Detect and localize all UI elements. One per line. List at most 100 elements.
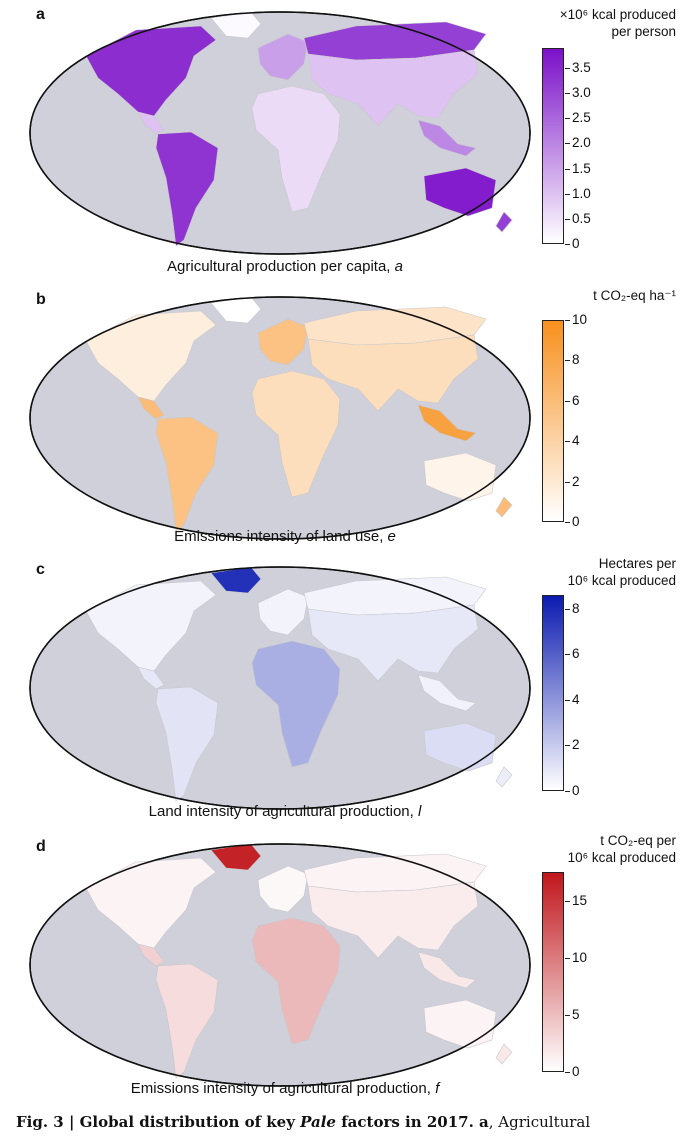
figure-caption-italic: Pale (300, 1113, 336, 1131)
colorbar-title-line: per person (611, 24, 676, 39)
colorbar-tick (565, 1014, 570, 1016)
colorbar-tick-label: 3.0 (572, 85, 591, 101)
europe-region (257, 865, 309, 913)
world-map (26, 8, 534, 258)
colorbar-tick (565, 441, 570, 443)
colorbar-tick (565, 957, 570, 959)
panel-b: b Emissions intensity of land use, e t C… (0, 285, 689, 550)
panel-a: a Agricultural production per capita, a … (0, 0, 689, 280)
colorbar-tick (565, 68, 570, 70)
colorbar-tick-label: 1.5 (572, 160, 591, 176)
caption-variable: e (387, 528, 396, 545)
australia-region (423, 167, 497, 217)
figure-caption-label-end: factors in 2017. a (335, 1113, 489, 1131)
south-america-region (155, 686, 219, 802)
colorbar-tick-label: 4 (572, 691, 580, 707)
north-america-region (85, 310, 217, 402)
map-outline (29, 566, 531, 810)
europe-region (257, 588, 309, 636)
colorbar-tick-label: 0 (572, 514, 580, 529)
panel-d: d Emissions intensity of agricultural pr… (0, 832, 689, 1107)
colorbar-tick-label: 2.0 (572, 135, 591, 151)
australia-region (423, 452, 497, 502)
colorbar-tick (565, 93, 570, 95)
colorbar-title: ×10⁶ kcal produced per person (486, 6, 676, 40)
colorbar-tick-label: 2 (572, 473, 580, 489)
south-america-region (155, 416, 219, 532)
southeast-asia-region (417, 404, 477, 442)
colorbar-title: t CO₂-eq per 10⁶ kcal produced (486, 832, 676, 866)
new-zealand-region (495, 1043, 513, 1065)
africa-region (251, 85, 341, 213)
colorbar-tick (565, 699, 570, 701)
colorbar-tick-label: 1.0 (572, 185, 591, 201)
colorbar-tick-label: 6 (572, 392, 580, 408)
central-america-region (137, 396, 165, 420)
figure-caption-label: Fig. 3 | Global distribution of key (16, 1113, 301, 1131)
colorbar-tick-label: 4 (572, 433, 580, 449)
colorbar-tick-label: 15 (572, 892, 588, 908)
map-caption: Land intensity of agricultural productio… (60, 803, 510, 820)
colorbar-tick-label: 0 (572, 236, 580, 251)
colorbar-tick-label: 10 (572, 312, 588, 327)
europe-region (257, 318, 309, 366)
colorbar-tick-label: 8 (572, 600, 580, 616)
world-map (26, 563, 534, 813)
panel-letter: c (36, 561, 45, 578)
colorbar-title: t CO₂-eq ha⁻¹ (486, 287, 676, 304)
figure-caption-text: , Agricultural (488, 1113, 591, 1131)
africa-region (251, 370, 341, 498)
colorbar (542, 48, 564, 244)
colorbar-title-line: Hectares per (598, 556, 676, 571)
map-caption: Emissions intensity of land use, e (60, 528, 510, 545)
panel-letter: d (36, 838, 46, 855)
southeast-asia-region (417, 951, 477, 989)
new-zealand-region (495, 766, 513, 788)
colorbar-tick (565, 481, 570, 483)
map-outline (29, 843, 531, 1087)
colorbar-tick (565, 791, 570, 792)
map-caption: Agricultural production per capita, a (60, 258, 510, 275)
map-outline (29, 296, 531, 540)
map-caption: Emissions intensity of agricultural prod… (60, 1080, 510, 1097)
figure-caption: Fig. 3 | Global distribution of key Pale… (16, 1113, 590, 1131)
colorbar-tick (565, 118, 570, 120)
colorbar-tick (565, 400, 570, 402)
panel-letter: b (36, 291, 46, 308)
central-america-region (137, 943, 165, 967)
colorbar-title-line: t CO₂-eq ha⁻¹ (593, 288, 676, 303)
colorbar-tick (565, 654, 570, 656)
central-america-region (137, 111, 165, 135)
colorbar (542, 595, 564, 791)
choropleth-map (29, 11, 531, 255)
world-map (26, 293, 534, 543)
south-america-region (155, 963, 219, 1079)
colorbar-title-line: 10⁶ kcal produced (567, 850, 676, 865)
asia-region (307, 49, 479, 127)
central-america-region (137, 666, 165, 690)
europe-region (257, 33, 309, 81)
choropleth-map (29, 843, 531, 1087)
new-zealand-region (495, 496, 513, 518)
colorbar-tick-label: 10 (572, 949, 588, 965)
colorbar-tick (565, 360, 570, 362)
australia-region (423, 722, 497, 772)
colorbar-tick (565, 522, 570, 523)
colorbar-tick (565, 900, 570, 902)
colorbar-title-line: ×10⁶ kcal produced (559, 7, 676, 22)
colorbar-tick-label: 0 (572, 783, 580, 798)
caption-text: Emissions intensity of land use, (174, 528, 388, 545)
africa-region (251, 640, 341, 768)
world-map (26, 840, 534, 1090)
colorbar-tick-label: 8 (572, 352, 580, 368)
south-america-region (155, 131, 219, 247)
colorbar-tick-label: 0 (572, 1064, 580, 1079)
colorbar-tick-label: 3.5 (572, 60, 591, 76)
asia-region (307, 334, 479, 412)
caption-text: Land intensity of agricultural productio… (148, 803, 418, 820)
colorbar (542, 872, 564, 1072)
colorbar-title-line: 10⁶ kcal produced (567, 573, 676, 588)
colorbar-tick-label: 2.5 (572, 110, 591, 126)
colorbar-tick (565, 1072, 570, 1073)
caption-variable: l (417, 803, 422, 820)
